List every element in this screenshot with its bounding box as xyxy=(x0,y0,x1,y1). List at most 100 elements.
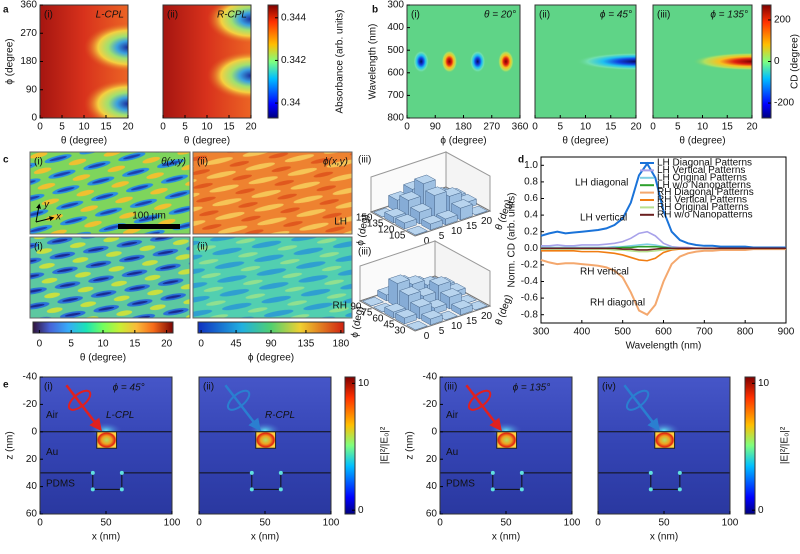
y-tick-label: 270 xyxy=(20,28,37,39)
heatmap-feature xyxy=(84,79,128,118)
colorbar-tick-label: 135 xyxy=(298,339,315,350)
panel-tag: (i) xyxy=(34,242,43,253)
heatmap-feature xyxy=(692,52,752,71)
y-tick-label: -20 xyxy=(423,399,438,410)
bar xyxy=(420,309,444,326)
y-tick-label: -0.4 xyxy=(521,276,539,287)
y-tick-label: 105 xyxy=(389,231,406,242)
heatmap-feature xyxy=(497,50,514,73)
beam-arrow xyxy=(224,384,261,432)
x-tick-label: 20 xyxy=(746,122,758,133)
bar-face xyxy=(435,209,459,220)
data-line xyxy=(541,247,786,251)
y-tick-label: 0.2 xyxy=(524,226,538,237)
scale-bar xyxy=(118,224,180,229)
annotation: RH vertical xyxy=(580,267,629,278)
y-tick-label: 700 xyxy=(387,90,404,101)
interface xyxy=(199,472,331,490)
panel-note: ϕ = 45° xyxy=(113,383,145,394)
y-tick-label: 60 xyxy=(372,314,384,325)
bar-face xyxy=(428,276,452,286)
y-tick-label: 0.8 xyxy=(524,177,538,188)
y-tick-label: 360 xyxy=(20,0,37,11)
data-line xyxy=(540,248,786,316)
x-tick-label: 360 xyxy=(512,122,529,133)
panel-tag: (iii) xyxy=(444,382,457,393)
bar xyxy=(361,296,385,307)
heatmap-feature xyxy=(441,50,458,73)
x-tick-label: 15 xyxy=(722,122,734,133)
colorbar-tick-label: 10 xyxy=(358,378,370,389)
panel-tag: (ii) xyxy=(167,10,178,21)
legend-label: RH Vertical Patterns xyxy=(657,195,747,206)
x-tick-label: 100 xyxy=(722,518,739,529)
hot-spot xyxy=(490,487,495,492)
y-tick-label: 30 xyxy=(394,326,406,337)
beam-arrow xyxy=(65,384,102,432)
hot-spot xyxy=(677,470,682,475)
colorbar xyxy=(267,4,279,119)
y-tick-label: 90 xyxy=(350,302,362,313)
nanostructure xyxy=(496,431,518,449)
bar-face xyxy=(398,191,422,201)
bar-face xyxy=(424,186,448,196)
y-tick-label: 60 xyxy=(426,509,438,520)
annotation: RH diagonal xyxy=(590,298,645,309)
x-axis-label: ϕ (degree) xyxy=(440,136,486,147)
y-tick-label: 40 xyxy=(26,481,38,492)
x-axis-label: Wavelength (nm) xyxy=(626,341,702,352)
panel-note: ϕ = 135° xyxy=(710,10,748,21)
x-tick-label: 5 xyxy=(59,122,65,133)
y-tick-label: 20 xyxy=(26,454,38,465)
data-line xyxy=(541,230,786,250)
colorbar-label: |E|²/|E₀|² xyxy=(380,426,391,464)
x-tick-label: 400 xyxy=(573,327,590,338)
hot-spot xyxy=(677,487,682,492)
bar xyxy=(394,213,418,230)
bar-face xyxy=(420,214,444,225)
y-tick-label: 20 xyxy=(426,454,438,465)
panel-note: ϕ(x,y) xyxy=(323,157,348,168)
bar-face xyxy=(420,309,444,320)
x-tick-label: 5 xyxy=(439,231,445,242)
bar-face xyxy=(394,213,418,224)
panel-note: ϕ = 135° xyxy=(513,383,551,394)
colorbar-tick-label: 200 xyxy=(774,15,791,26)
nanostructure xyxy=(654,431,676,449)
colorbar-tick-label: 0 xyxy=(37,339,43,350)
y-tick-label: 0.6 xyxy=(524,193,538,204)
colorbar-tick-label: 45 xyxy=(230,339,242,350)
colorbar-label: θ (degree) xyxy=(80,353,126,364)
x-tick-label: 0 xyxy=(424,236,430,247)
y-tick-label: -0.6 xyxy=(521,293,539,304)
beam-label: R-CPL xyxy=(265,410,295,421)
y-axis-label: ϕ (deg) xyxy=(355,213,371,246)
colorbar-label: Absorbance (arb. units) xyxy=(335,10,346,114)
y-tick-label: 60 xyxy=(26,509,38,520)
medium-label: PDMS xyxy=(446,479,475,490)
panel-tag: (ii) xyxy=(203,382,214,393)
medium-label: Au xyxy=(46,447,58,458)
heatmap-feature xyxy=(469,50,486,73)
side-label: RH xyxy=(333,301,347,312)
panel-letter: e xyxy=(3,380,9,391)
panel-note: ϕ = 45° xyxy=(600,10,632,21)
bar-face xyxy=(413,174,437,185)
colorbar-tick-label: 20 xyxy=(161,339,173,350)
x-tick-label: 15 xyxy=(466,316,478,327)
x-tick-label: 5 xyxy=(557,122,563,133)
medium-label: Air xyxy=(46,410,59,421)
x-axis-label: x (nm) xyxy=(251,532,279,543)
x-tick-label: 5 xyxy=(675,122,681,133)
bar-face xyxy=(405,320,429,331)
y-tick-label: 600 xyxy=(387,67,404,78)
hot-spot xyxy=(90,470,95,475)
x-tick-label: 300 xyxy=(533,327,550,338)
annotation: LH diagonal xyxy=(575,178,628,189)
x-axis-label: θ (deg) xyxy=(494,293,515,327)
scale-label: 100 μm xyxy=(132,211,166,222)
panel-letter: b xyxy=(372,5,378,16)
x-axis-label: θ (degree) xyxy=(61,136,107,147)
axis-arrow xyxy=(35,216,55,223)
hot-spot xyxy=(490,470,495,475)
